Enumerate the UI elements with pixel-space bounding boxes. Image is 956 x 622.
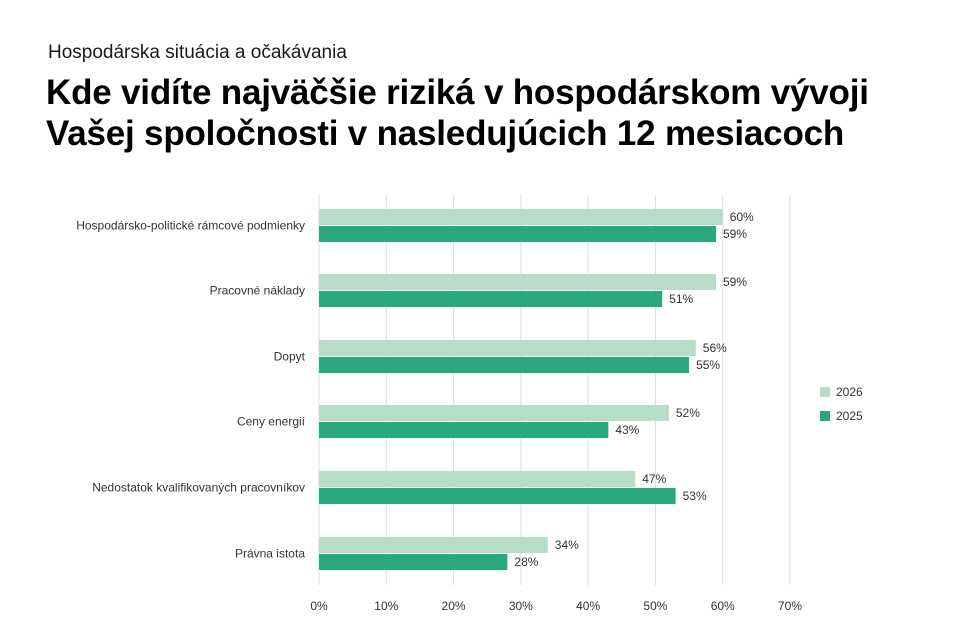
category-label-5: Právna istota [235, 547, 305, 561]
legend-swatch-2025 [820, 411, 830, 421]
x-tick-label-70: 70% [778, 599, 802, 613]
data-label-2026-2: 56% [703, 341, 727, 355]
category-label-1: Pracovné náklady [210, 284, 305, 298]
bar-2025-5 [319, 554, 508, 570]
x-tick-label-40: 40% [576, 599, 600, 613]
chart-subtitle: Hospodárska situácia a očakávania [48, 42, 347, 63]
bar-2025-4 [319, 488, 676, 504]
data-label-2025-3: 43% [615, 423, 639, 437]
bar-2026-2 [319, 340, 696, 356]
x-tick-label-30: 30% [509, 599, 533, 613]
legend: 2026 2025 [820, 382, 863, 430]
x-tick-label-50: 50% [643, 599, 667, 613]
legend-swatch-2026 [820, 387, 830, 397]
category-label-0: Hospodársko-politické rámcové podmienky [76, 219, 305, 233]
bar-2025-0 [319, 226, 716, 242]
legend-item-2026: 2026 [820, 382, 863, 402]
bar-2026-5 [319, 537, 548, 553]
x-tick-label-10: 10% [374, 599, 398, 613]
legend-label-2026: 2026 [836, 385, 863, 399]
data-label-2026-1: 59% [723, 275, 747, 289]
data-label-2025-1: 51% [669, 292, 693, 306]
data-label-2025-5: 28% [514, 555, 538, 569]
bar-2026-4 [319, 471, 636, 487]
bar-2026-3 [319, 405, 669, 421]
data-label-2025-4: 53% [683, 489, 707, 503]
category-label-3: Ceny energií [237, 415, 306, 429]
chart-title-line-1: Kde vidíte najväčšie riziká v hospodársk… [46, 73, 869, 112]
x-tick-label-0: 0% [310, 599, 328, 613]
data-label-2025-2: 55% [696, 358, 720, 372]
bar-2025-2 [319, 357, 690, 373]
bar-2026-1 [319, 274, 716, 290]
x-tick-label-60: 60% [711, 599, 735, 613]
data-label-2025-0: 59% [723, 227, 747, 241]
category-label-2: Dopyt [274, 350, 306, 364]
data-label-2026-3: 52% [676, 406, 700, 420]
bar-2026-0 [319, 209, 723, 225]
bar-2025-3 [319, 422, 609, 438]
data-label-2026-0: 60% [730, 210, 754, 224]
data-label-2026-5: 34% [555, 538, 579, 552]
bar-2025-1 [319, 291, 663, 307]
category-label-4: Nedostatok kvalifikovaných pracovníkov [92, 481, 305, 495]
chart-title-line-2: Vašej spoločnosti v nasledujúcich 12 mes… [46, 114, 845, 153]
x-tick-label-20: 20% [442, 599, 466, 613]
legend-label-2025: 2025 [836, 409, 863, 423]
legend-item-2025: 2025 [820, 406, 863, 426]
data-label-2026-4: 47% [642, 472, 666, 486]
chart-title: Kde vidíte najväčšie riziká v hospodársk… [46, 72, 869, 154]
